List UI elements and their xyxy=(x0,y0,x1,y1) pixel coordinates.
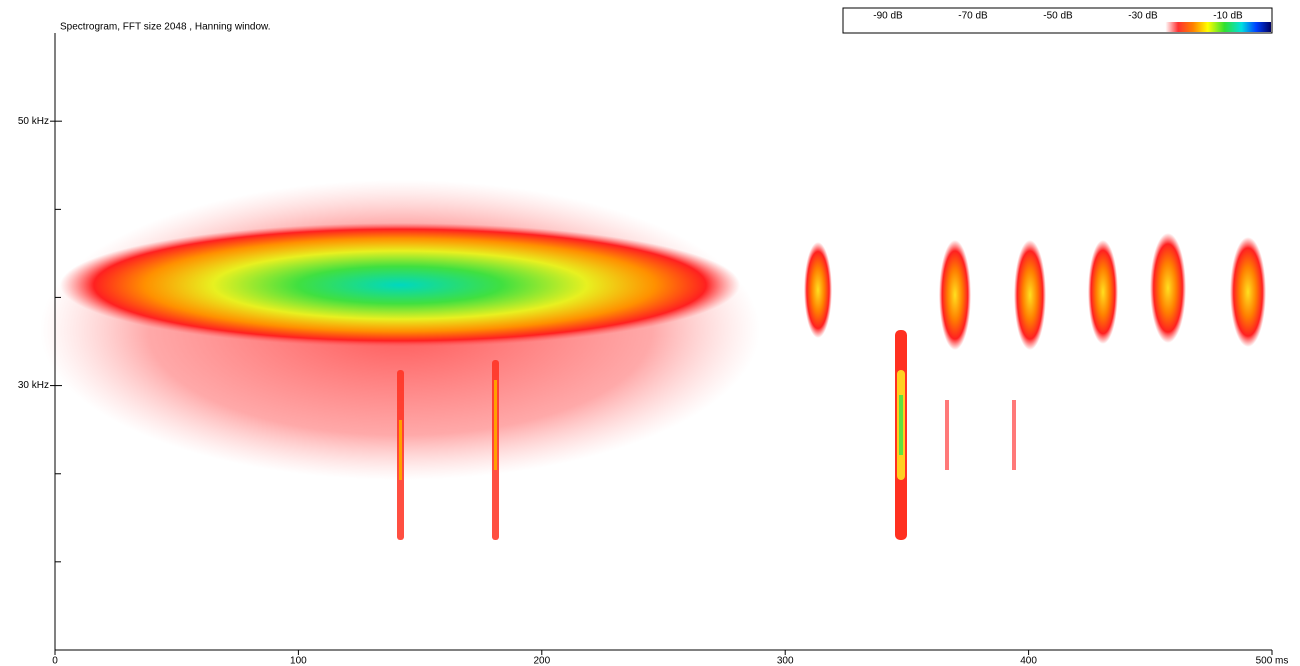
colorbar-label: -50 dB xyxy=(1043,11,1073,22)
x-tick-label: 500 ms xyxy=(1256,656,1289,666)
x-tick-label: 400 xyxy=(1020,656,1037,666)
x-tick-label: 0 xyxy=(52,656,58,666)
x-tick-label: 200 xyxy=(533,656,550,666)
x-tick-label: 300 xyxy=(777,656,794,666)
colorbar-label: -90 dB xyxy=(873,11,903,22)
spectrogram-image xyxy=(40,180,1266,540)
colorbar-label: -10 dB xyxy=(1213,11,1243,22)
colorbar xyxy=(1060,22,1271,32)
chart-title: Spectrogram, FFT size 2048 , Hanning win… xyxy=(60,22,270,33)
y-tick-label: 50 kHz xyxy=(18,116,49,127)
colorbar-label: -30 dB xyxy=(1128,11,1158,22)
x-tick-label: 100 xyxy=(290,656,307,666)
colorbar-label: -70 dB xyxy=(958,11,988,22)
y-tick-label: 30 kHz xyxy=(18,380,49,391)
